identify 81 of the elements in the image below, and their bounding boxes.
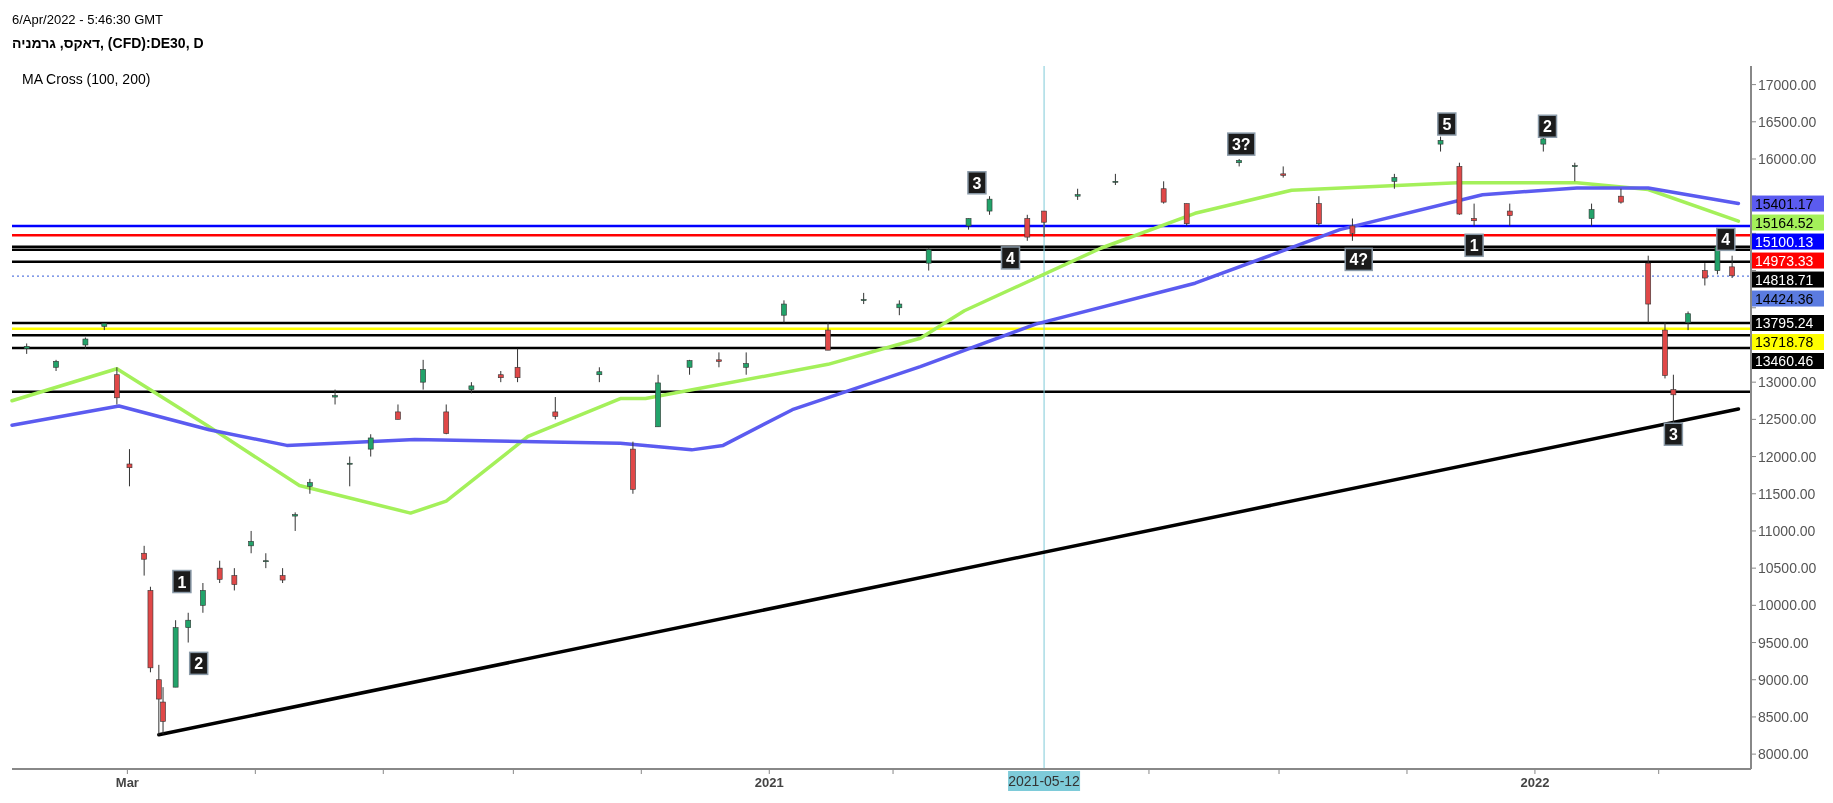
candlestick (307, 478, 313, 495)
annotation: 1 (1469, 237, 1479, 255)
y-tick-label: 11000.00 (1758, 522, 1816, 539)
candlestick (1670, 374, 1677, 425)
candlestick (200, 582, 206, 614)
candlestick (346, 456, 353, 487)
annotation: 3 (972, 174, 982, 192)
y-tick-label: 9500.00 (1758, 634, 1809, 651)
candlestick (1160, 180, 1167, 205)
candlestick (443, 403, 450, 435)
candlestick (1316, 195, 1322, 227)
data-label: 15164.52 (1755, 214, 1814, 231)
candlestick (1349, 218, 1356, 242)
ref-line-label: 13795.24 (1755, 315, 1814, 331)
y-tick-label: 16000.00 (1758, 150, 1817, 167)
ref-line-label: 13718.78 (1755, 334, 1814, 350)
text: 6/Apr/2022 - 5:46:30 GMT (12, 12, 164, 27)
candlestick (825, 322, 831, 351)
annotation: 4 (1721, 231, 1731, 249)
x-tick-label: 2021 (754, 775, 784, 790)
y-tick-label: 8500.00 (1758, 708, 1809, 725)
ref-line-label: 14973.33 (1755, 252, 1814, 269)
ref-line-label: 13460.46 (1755, 353, 1814, 369)
candlestick (395, 403, 401, 420)
annotation: 2 (194, 655, 204, 673)
ref-line-label: 14424.36 (1755, 290, 1814, 307)
x-tick-label: Mar (115, 775, 139, 790)
annotation: 2 (1543, 118, 1553, 136)
candlestick (216, 560, 223, 584)
candlestick (925, 247, 932, 272)
y-tick-label: 10500.00 (1758, 560, 1817, 577)
candlestick (514, 348, 521, 383)
candlestick (231, 567, 238, 591)
candlestick (156, 664, 162, 736)
y-tick-label: 12000.00 (1758, 448, 1817, 465)
candlestick (114, 366, 120, 405)
annotation: 5 (1442, 116, 1452, 134)
candlestick (292, 511, 298, 532)
annotation: 3 (1668, 426, 1678, 444)
annotation: 4? (1349, 251, 1369, 269)
y-tick-label: 9000.00 (1758, 671, 1809, 688)
candlestick (1041, 210, 1047, 238)
candlestick (1588, 203, 1595, 227)
candlestick (1685, 310, 1691, 331)
candlestick (1024, 214, 1031, 242)
y-tick-label: 11500.00 (1758, 485, 1816, 502)
y-tick-label: 13000.00 (1758, 374, 1817, 391)
candlestick (367, 433, 374, 458)
y-tick-label: 10000.00 (1758, 597, 1817, 614)
annotation: 3? (1231, 136, 1251, 154)
candlestick (185, 612, 192, 644)
annotation: 4 (1006, 249, 1016, 267)
candlestick (986, 195, 993, 216)
candlestick (1702, 262, 1708, 286)
candlestick (1618, 188, 1624, 205)
candlestick (716, 351, 722, 368)
candlestick (743, 351, 749, 376)
ref-line-label: 15100.13 (1755, 233, 1814, 250)
candlestick (1571, 162, 1578, 182)
candlestick (1729, 255, 1735, 279)
candlestick (126, 448, 133, 487)
y-tick-label: 17000.00 (1758, 76, 1817, 93)
candlestick (781, 299, 787, 324)
chart-subtitle: MA Cross (100, 200) (22, 71, 151, 87)
candlestick (1471, 203, 1477, 227)
annotation: 1 (177, 573, 187, 591)
candlestick (248, 530, 254, 554)
ref-line-label: 14818.71 (1755, 271, 1814, 288)
candlestick (552, 396, 559, 420)
candlestick (1506, 203, 1513, 227)
x-tick-label: 2022 (1520, 775, 1550, 790)
candlestick (420, 359, 426, 391)
chart-title: דאקס, גרמניה, (CFD):DE30, D (12, 35, 204, 51)
y-tick-label: 16500.00 (1758, 113, 1817, 130)
data-label: 15401.17 (1755, 195, 1814, 212)
candlestick (1183, 203, 1190, 227)
y-tick-label: 12500.00 (1758, 411, 1817, 428)
y-tick-label: 8000.00 (1758, 746, 1809, 763)
candlestick (332, 389, 338, 405)
ref-line-label: 2021-05-12 (1008, 773, 1081, 789)
candlestick (141, 545, 147, 577)
